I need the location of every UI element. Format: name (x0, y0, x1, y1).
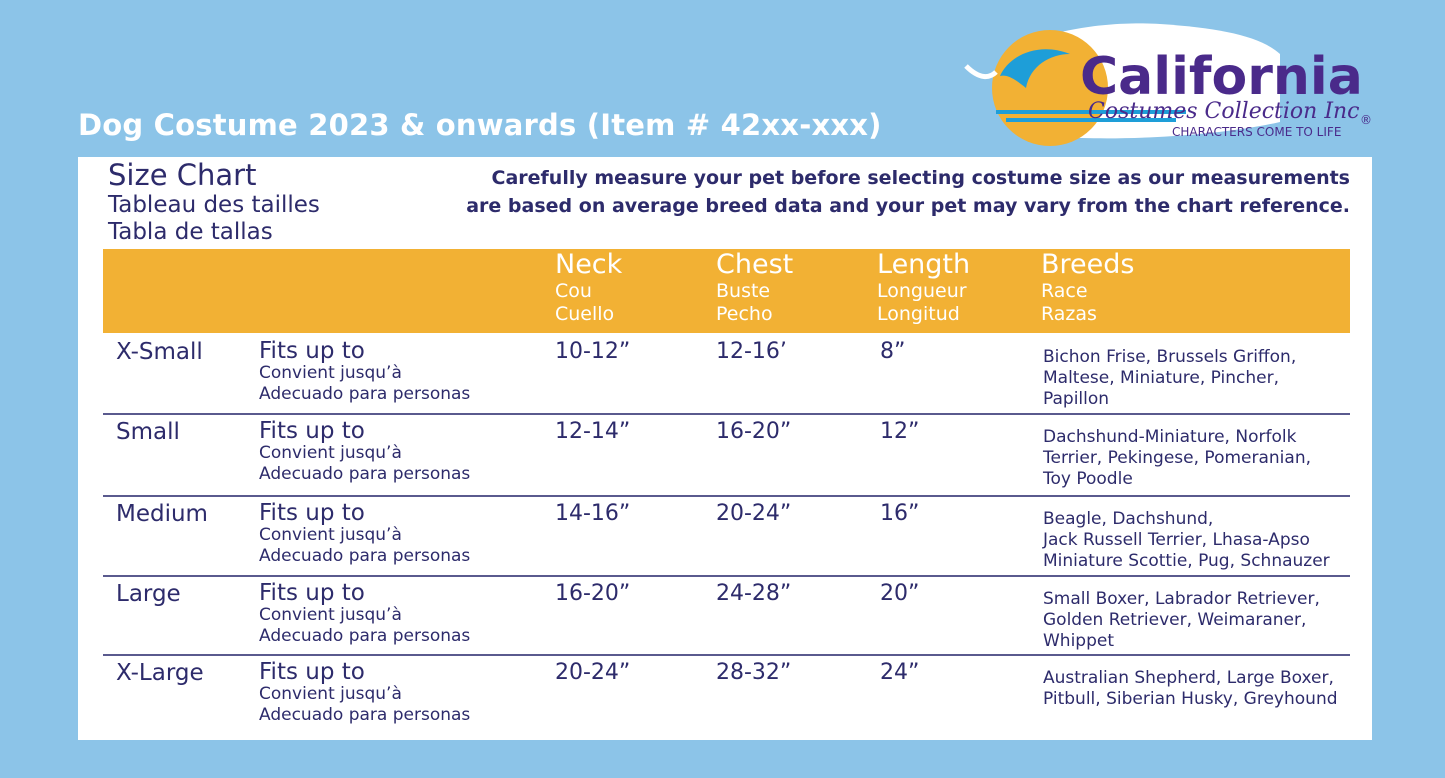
heading-es: Tabla de tallas (108, 219, 273, 245)
neck-value: 14-16” (555, 501, 631, 526)
size-label: X-Large (116, 660, 204, 686)
neck-value: 16-20” (555, 581, 631, 606)
breed-line: Jack Russell Terrier, Lhasa-Apso (1043, 530, 1310, 550)
fit-en: Fits up to (259, 418, 365, 444)
chest-value: 16-20” (716, 419, 792, 444)
size-label: Large (116, 581, 181, 607)
neck-value: 12-14” (555, 419, 631, 444)
fit-es: Adecuado para personas (259, 384, 471, 404)
breeds-list: Small Boxer, Labrador Retriever, Golden R… (1043, 589, 1343, 652)
length-value: 12” (880, 419, 920, 444)
breed-line: Golden Retriever, Weimaraner, (1043, 610, 1307, 630)
table-row: X-Large Fits up to Convient jusqu’à Adecuad… (103, 654, 1350, 734)
fit-es: Adecuado para personas (259, 464, 471, 484)
fit-description: Fits up to Convient jusqu’à Adecuado para … (259, 339, 470, 405)
size-chart-heading: Size Chart Tableau des tailles Tabla de … (108, 161, 320, 244)
header-neck: Neck Cou Cuello (555, 249, 623, 325)
chest-value: 24-28” (716, 581, 792, 606)
table-row: Small Fits up to Convient jusqu’à Adecuado … (103, 413, 1350, 497)
breed-line: Terrier, Pekingese, Pomeranian, (1043, 448, 1311, 468)
table-row: Large Fits up to Convient jusqu’à Adecuado … (103, 575, 1350, 656)
breed-line: Small Boxer, Labrador Retriever, (1043, 589, 1320, 609)
chest-value: 28-32” (716, 660, 792, 685)
breed-line: Beagle, Dachshund, (1043, 509, 1214, 529)
length-value: 8” (880, 339, 906, 364)
breed-line: Whippet (1043, 631, 1115, 651)
breed-line: Papillon (1043, 389, 1110, 409)
length-value: 24” (880, 660, 920, 685)
header-length: Length Longueur Longitud (877, 249, 971, 325)
logo-tagline: CHARACTERS COME TO LIFE (1172, 125, 1341, 139)
fit-description: Fits up to Convient jusqu’à Adecuado para … (259, 501, 470, 567)
neck-value: 20-24” (555, 660, 631, 685)
fit-es: Adecuado para personas (259, 705, 471, 725)
chest-value: 12-16’ (716, 339, 787, 364)
fit-en: Fits up to (259, 580, 365, 606)
fit-en: Fits up to (259, 338, 365, 364)
neck-value: 10-12” (555, 339, 631, 364)
measurement-note: Carefully measure your pet before select… (466, 167, 1350, 217)
size-label: Medium (116, 501, 208, 527)
fit-description: Fits up to Convient jusqu’à Adecuado para … (259, 419, 470, 485)
header-chest: Chest Buste Pecho (716, 249, 794, 325)
breeds-list: Bichon Frise, Brussels Griffon, Maltese, … (1043, 347, 1343, 410)
header-breeds: Breeds Race Razas (1041, 249, 1135, 325)
table-row: Medium Fits up to Convient jusqu’à Adecuado… (103, 495, 1350, 577)
chest-value: 20-24” (716, 501, 792, 526)
heading-en: Size Chart (108, 158, 257, 192)
size-chart-card: Size Chart Tableau des tailles Tabla de … (78, 157, 1372, 740)
breed-line: Dachshund-Miniature, Norfolk (1043, 427, 1297, 447)
logo-name: California (1080, 47, 1363, 107)
fit-fr: Convient jusqu’à (259, 443, 402, 463)
breeds-list: Australian Shepherd, Large Boxer, Pitbull… (1043, 668, 1343, 710)
length-value: 16” (880, 501, 920, 526)
logo-sub: Costumes Collection Inc (1088, 99, 1360, 124)
page-title: Dog Costume 2023 & onwards (Item # 42xx-… (78, 108, 882, 142)
breeds-list: Dachshund-Miniature, Norfolk Terrier, Pek… (1043, 427, 1343, 490)
breed-line: Pitbull, Siberian Husky, Greyhound (1043, 689, 1338, 709)
fit-es: Adecuado para personas (259, 626, 471, 646)
table-header: Neck Cou Cuello Chest Buste Pecho Length Long… (103, 249, 1350, 333)
fit-fr: Convient jusqu’à (259, 363, 402, 383)
fit-es: Adecuado para personas (259, 546, 471, 566)
breeds-list: Beagle, Dachshund, Jack Russell Terrier, … (1043, 509, 1343, 572)
length-value: 20” (880, 581, 920, 606)
heading-fr: Tableau des tailles (108, 192, 320, 218)
fit-description: Fits up to Convient jusqu’à Adecuado para … (259, 660, 470, 726)
fit-en: Fits up to (259, 659, 365, 685)
fit-fr: Convient jusqu’à (259, 525, 402, 545)
fit-description: Fits up to Convient jusqu’à Adecuado para … (259, 581, 470, 647)
logo-registered-mark: ® (1360, 113, 1372, 127)
breed-line: Maltese, Miniature, Pincher, (1043, 368, 1280, 388)
breed-line: Miniature Scottie, Pug, Schnauzer (1043, 551, 1330, 571)
size-label: X-Small (116, 339, 203, 365)
fit-en: Fits up to (259, 500, 365, 526)
breed-line: Australian Shepherd, Large Boxer, (1043, 668, 1334, 688)
table-row: X-Small Fits up to Convient jusqu’à Adecuad… (103, 333, 1350, 415)
fit-fr: Convient jusqu’à (259, 684, 402, 704)
breed-line: Bichon Frise, Brussels Griffon, (1043, 347, 1297, 367)
fit-fr: Convient jusqu’à (259, 605, 402, 625)
breed-line: Toy Poodle (1043, 469, 1133, 489)
size-label: Small (116, 419, 180, 445)
brand-logo: California Costumes Collection Inc CHARA… (960, 14, 1380, 146)
